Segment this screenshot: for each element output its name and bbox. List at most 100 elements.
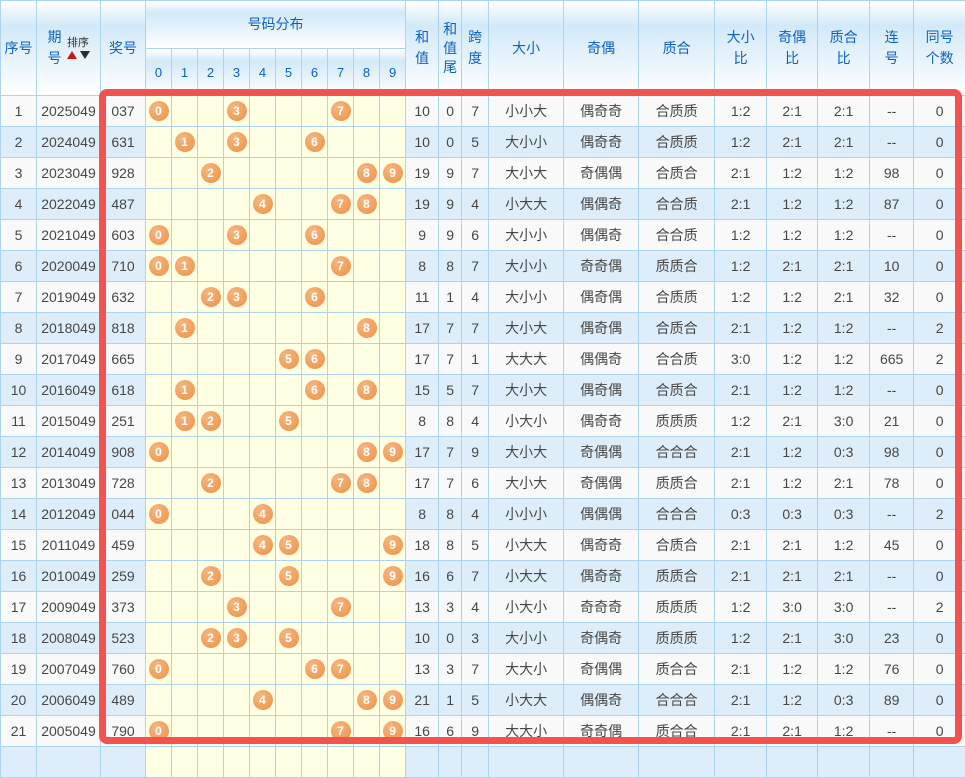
cell-prize: 760 bbox=[101, 654, 146, 685]
cell-sum-tail: 0 bbox=[439, 96, 462, 127]
sort-descending-icon[interactable] bbox=[80, 51, 90, 59]
cell-empty bbox=[439, 747, 462, 778]
cell-digit-8: 8 bbox=[354, 437, 380, 468]
cell-prize: 373 bbox=[101, 592, 146, 623]
col-header-prime-ratio: 质合 比 bbox=[818, 1, 870, 96]
cell-digit-8: 8 bbox=[354, 685, 380, 716]
cell-digit-9 bbox=[380, 96, 406, 127]
cell-prime: 合质质 bbox=[639, 96, 715, 127]
cell-digit-1 bbox=[172, 282, 198, 313]
cell-prize: 523 bbox=[101, 623, 146, 654]
col-header-prime: 质合 bbox=[639, 1, 715, 96]
cell-digit-8 bbox=[354, 530, 380, 561]
col-header-digit-9: 9 bbox=[380, 49, 406, 96]
cell-digit-9 bbox=[380, 468, 406, 499]
cell-digit-3 bbox=[224, 251, 250, 282]
cell-span: 4 bbox=[462, 189, 489, 220]
cell-digit-9 bbox=[380, 220, 406, 251]
cell-digit-7 bbox=[328, 282, 354, 313]
cell-consecutive: -- bbox=[870, 592, 914, 623]
cell-digit-7 bbox=[328, 220, 354, 251]
digit-ball: 9 bbox=[383, 566, 403, 586]
digit-ball: 7 bbox=[331, 256, 351, 276]
cell-index: 16 bbox=[1, 561, 37, 592]
cell-digit-9 bbox=[380, 313, 406, 344]
digit-ball: 5 bbox=[279, 566, 299, 586]
cell-digit-9 bbox=[380, 282, 406, 313]
cell-digit-4 bbox=[250, 251, 276, 282]
cell-sum: 8 bbox=[406, 406, 439, 437]
cell-sum-tail: 5 bbox=[439, 375, 462, 406]
cell-digit-9: 9 bbox=[380, 561, 406, 592]
cell-digit-5 bbox=[276, 499, 302, 530]
cell-digit-8: 8 bbox=[354, 468, 380, 499]
digit-ball: 2 bbox=[201, 473, 221, 493]
cell-span: 5 bbox=[462, 127, 489, 158]
cell-sum: 11 bbox=[406, 282, 439, 313]
cell-digit-8 bbox=[354, 499, 380, 530]
cell-digit-8: 8 bbox=[354, 189, 380, 220]
cell-sum: 17 bbox=[406, 313, 439, 344]
cell-index: 18 bbox=[1, 623, 37, 654]
cell-digit-6 bbox=[302, 251, 328, 282]
cell-parity: 偶奇奇 bbox=[564, 406, 639, 437]
cell-size: 大小小 bbox=[489, 220, 564, 251]
digit-ball: 0 bbox=[149, 101, 169, 121]
cell-sum-tail: 9 bbox=[439, 158, 462, 189]
cell-digit-2 bbox=[198, 344, 224, 375]
cell-prime: 质质质 bbox=[639, 623, 715, 654]
col-header-index: 序号 bbox=[1, 1, 37, 96]
cell-size: 大小小 bbox=[489, 282, 564, 313]
cell-index: 11 bbox=[1, 406, 37, 437]
cell-span: 4 bbox=[462, 592, 489, 623]
cell-digit-1 bbox=[172, 685, 198, 716]
cell-same-count: 0 bbox=[914, 716, 965, 747]
cell-digit-0 bbox=[146, 189, 172, 220]
cell-digit-2 bbox=[198, 437, 224, 468]
cell-digit-2 bbox=[198, 716, 224, 747]
cell-period: 2023049 bbox=[37, 158, 101, 189]
cell-consecutive: -- bbox=[870, 96, 914, 127]
digit-ball: 6 bbox=[305, 349, 325, 369]
cell-digit-4 bbox=[250, 716, 276, 747]
cell-sum-tail: 8 bbox=[439, 499, 462, 530]
digit-ball: 7 bbox=[331, 597, 351, 617]
cell-digit-0: 0 bbox=[146, 654, 172, 685]
cell-digit-1 bbox=[172, 189, 198, 220]
cell-prize: 037 bbox=[101, 96, 146, 127]
cell-prime-ratio: 3:0 bbox=[818, 623, 870, 654]
cell-parity-ratio: 1:2 bbox=[767, 189, 818, 220]
cell-digit-2 bbox=[198, 685, 224, 716]
sort-ascending-icon[interactable] bbox=[67, 51, 77, 59]
cell-digit-3 bbox=[224, 561, 250, 592]
cell-index: 13 bbox=[1, 468, 37, 499]
cell-digit-3: 3 bbox=[224, 127, 250, 158]
cell-digit-5 bbox=[276, 127, 302, 158]
cell-empty bbox=[250, 747, 276, 778]
cell-digit-5: 5 bbox=[276, 406, 302, 437]
cell-digit-9: 9 bbox=[380, 716, 406, 747]
cell-parity: 奇偶偶 bbox=[564, 437, 639, 468]
cell-digit-0: 0 bbox=[146, 251, 172, 282]
cell-digit-8 bbox=[354, 592, 380, 623]
cell-sum-tail: 7 bbox=[439, 468, 462, 499]
cell-digit-7 bbox=[328, 685, 354, 716]
cell-digit-2 bbox=[198, 127, 224, 158]
cell-size-ratio: 1:2 bbox=[715, 251, 767, 282]
cell-digit-3: 3 bbox=[224, 592, 250, 623]
cell-digit-5: 5 bbox=[276, 623, 302, 654]
cell-parity-ratio: 2:1 bbox=[767, 623, 818, 654]
cell-sum: 19 bbox=[406, 189, 439, 220]
cell-parity-ratio: 1:2 bbox=[767, 468, 818, 499]
cell-digit-8 bbox=[354, 96, 380, 127]
cell-digit-7: 7 bbox=[328, 716, 354, 747]
digit-ball: 8 bbox=[357, 690, 377, 710]
cell-digit-3 bbox=[224, 716, 250, 747]
cell-digit-5: 5 bbox=[276, 344, 302, 375]
cell-empty bbox=[870, 747, 914, 778]
cell-digit-1 bbox=[172, 344, 198, 375]
cell-digit-1: 1 bbox=[172, 127, 198, 158]
cell-same-count: 0 bbox=[914, 468, 965, 499]
